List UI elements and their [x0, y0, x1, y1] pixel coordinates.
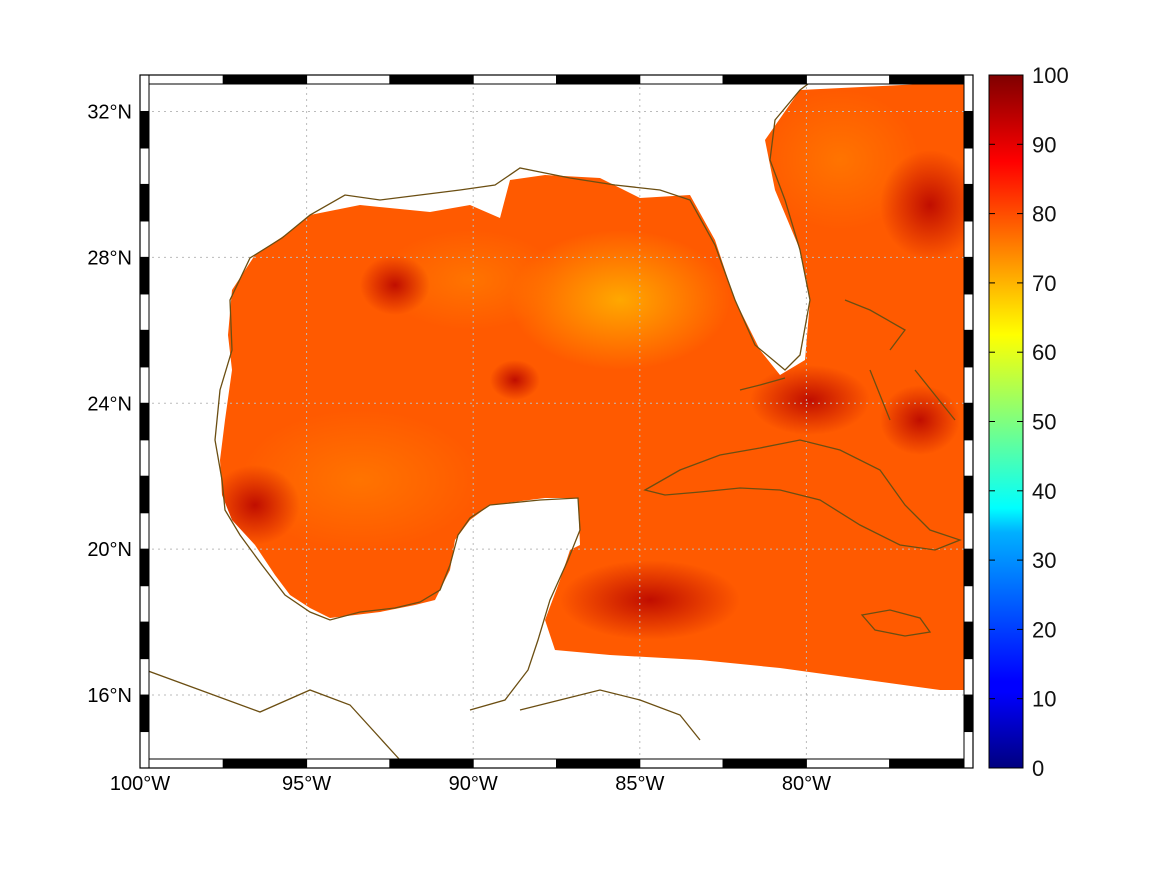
- colorbar-tick-label: 30: [1032, 548, 1056, 573]
- frame-right-seg: [963, 731, 974, 769]
- frame-right-seg: [963, 402, 974, 441]
- frame-right-seg: [963, 220, 974, 258]
- frame-right-seg: [963, 512, 974, 550]
- colorbar-tick-label: 80: [1032, 202, 1056, 227]
- frame-right-seg: [963, 147, 974, 185]
- frame-left-seg: [139, 366, 150, 404]
- frame-right-seg: [963, 183, 974, 222]
- frame-right-seg: [963, 110, 974, 149]
- us-gulf-coast: [214, 75, 821, 481]
- x-tick-label: 90°W: [449, 773, 498, 795]
- frame-right-seg: [963, 658, 974, 696]
- map-frame: [139, 74, 974, 769]
- frame-left-seg: [139, 147, 150, 185]
- y-tick-label: 28°N: [87, 247, 132, 269]
- frame-bottom-seg: [722, 758, 807, 769]
- frame-right-seg: [963, 74, 974, 112]
- frame-top-seg: [139, 74, 224, 85]
- central-america-coast: [140, 667, 701, 761]
- frame-left-seg: [139, 74, 150, 112]
- colorbar-tick-label: 0: [1032, 756, 1044, 781]
- frame-top-seg: [389, 74, 474, 85]
- frame-right-seg: [963, 475, 974, 514]
- colorbar-tick-label: 90: [1032, 132, 1056, 157]
- frame-bottom-seg: [306, 758, 391, 769]
- colorbar-tick-label: 50: [1032, 410, 1056, 435]
- frame-left-seg: [139, 731, 150, 769]
- colorbar-tick-label: 60: [1032, 340, 1056, 365]
- frame-top-seg: [556, 74, 641, 85]
- frame-bottom-seg: [389, 758, 474, 769]
- frame-top-seg: [472, 74, 558, 85]
- cuba-coast: [643, 439, 962, 551]
- mexico-coast: [221, 479, 581, 711]
- frame-bottom-seg: [222, 758, 308, 769]
- frame-left-seg: [139, 256, 150, 295]
- frame-left-seg: [139, 585, 150, 623]
- frame-bottom-seg: [556, 758, 641, 769]
- colorbar-tick-label: 10: [1032, 687, 1056, 712]
- frame-right-seg: [963, 694, 974, 733]
- x-tick-label: 85°W: [615, 773, 664, 795]
- frame-top-seg: [306, 74, 391, 85]
- frame-right-seg: [963, 621, 974, 660]
- x-tick-label: 100°W: [110, 773, 170, 795]
- frame-top-seg: [222, 74, 308, 85]
- ocean-field: [220, 82, 965, 690]
- gridlines: [140, 75, 973, 768]
- frame-right-seg: [963, 329, 974, 368]
- frame-outline: [139, 74, 974, 769]
- frame-top-seg: [889, 74, 974, 85]
- frame-bottom-seg: [805, 758, 891, 769]
- frame-top-seg: [722, 74, 807, 85]
- frame-top-seg: [639, 74, 724, 85]
- coastlines: [140, 75, 962, 761]
- frame-top-seg: [805, 74, 891, 85]
- frame-right-seg: [963, 366, 974, 404]
- x-axis-ticks: 100°W 95°W 90°W 85°W 80°W: [110, 773, 831, 795]
- frame-right-seg: [963, 256, 974, 295]
- frame-left-seg: [139, 439, 150, 477]
- frame-bottom-seg: [639, 758, 724, 769]
- colorbar-tick-label: 70: [1032, 271, 1056, 296]
- colorbar-tick-label: 40: [1032, 479, 1056, 504]
- frame-right-seg: [963, 585, 974, 623]
- frame-left-seg: [139, 183, 150, 222]
- frame-left-seg: [139, 694, 150, 733]
- frame-left-seg: [139, 402, 150, 441]
- frame-right-seg: [963, 439, 974, 477]
- colorbar-tick-label: 20: [1032, 617, 1056, 642]
- frame-right-seg: [963, 548, 974, 587]
- frame-bottom-seg: [889, 758, 974, 769]
- frame-left-seg: [139, 548, 150, 587]
- frame-left-seg: [139, 110, 150, 149]
- florida-keys: [739, 377, 786, 391]
- jamaica-coast: [860, 609, 932, 637]
- frame-left-seg: [139, 329, 150, 368]
- y-tick-label: 24°N: [87, 393, 132, 415]
- colorbar-tick-label: 100: [1032, 63, 1069, 88]
- frame-left-seg: [139, 220, 150, 258]
- frame-bottom-seg: [472, 758, 558, 769]
- frame-bottom-seg: [139, 758, 224, 769]
- y-axis-ticks: 32°N 28°N 24°N 20°N 16°N: [87, 101, 132, 707]
- frame-left-seg: [139, 621, 150, 660]
- y-tick-label: 32°N: [87, 101, 132, 123]
- y-tick-label: 20°N: [87, 539, 132, 561]
- bahamas-coast: [844, 299, 956, 421]
- x-tick-label: 80°W: [782, 773, 831, 795]
- x-tick-label: 95°W: [282, 773, 331, 795]
- frame-left-seg: [139, 658, 150, 696]
- frame-right-seg: [963, 293, 974, 331]
- frame-left-seg: [139, 512, 150, 550]
- y-tick-label: 16°N: [87, 685, 132, 707]
- frame-left-seg: [139, 293, 150, 331]
- frame-left-seg: [139, 475, 150, 514]
